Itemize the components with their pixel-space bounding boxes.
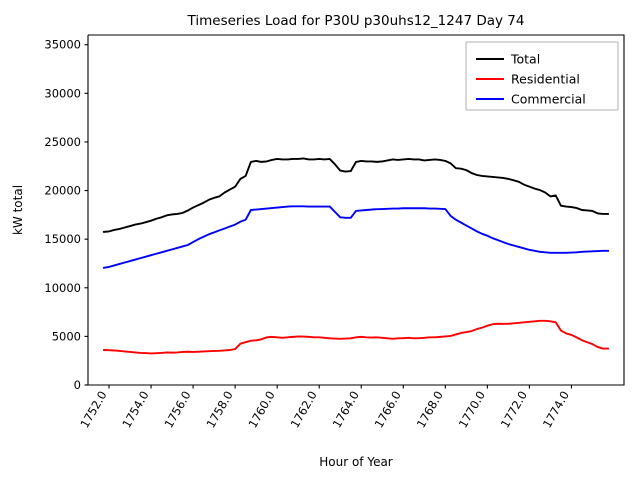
legend-label-commercial: Commercial (511, 92, 586, 107)
legend-label-total: Total (510, 52, 540, 67)
series-lines (102, 157, 610, 355)
series-line-commercial (102, 205, 610, 269)
y-tick-label: 0 (74, 378, 81, 392)
x-axis-title: Hour of Year (319, 455, 393, 469)
series-line-total (102, 157, 610, 233)
y-tick-label: 35000 (44, 38, 81, 52)
y-tick-label: 30000 (44, 86, 81, 100)
y-tick-label: 20000 (44, 184, 81, 198)
y-axis-ticks: 0 5000 10000 15000 20000 25000 30000 35000 (44, 38, 88, 392)
y-tick-label: 10000 (44, 281, 81, 295)
legend-label-residential: Residential (511, 72, 580, 87)
plot-frame (87, 34, 625, 386)
chart-title: Timeseries Load for P30U p30uhs12_1247 D… (187, 13, 525, 29)
chart-legend: Total Residential Commercial (465, 41, 619, 111)
series-line-residential (102, 319, 610, 355)
y-tick-label: 15000 (44, 232, 81, 246)
y-axis-title: kW total (11, 185, 25, 235)
y-tick-label: 5000 (52, 329, 81, 343)
y-tick-label: 25000 (44, 135, 81, 149)
